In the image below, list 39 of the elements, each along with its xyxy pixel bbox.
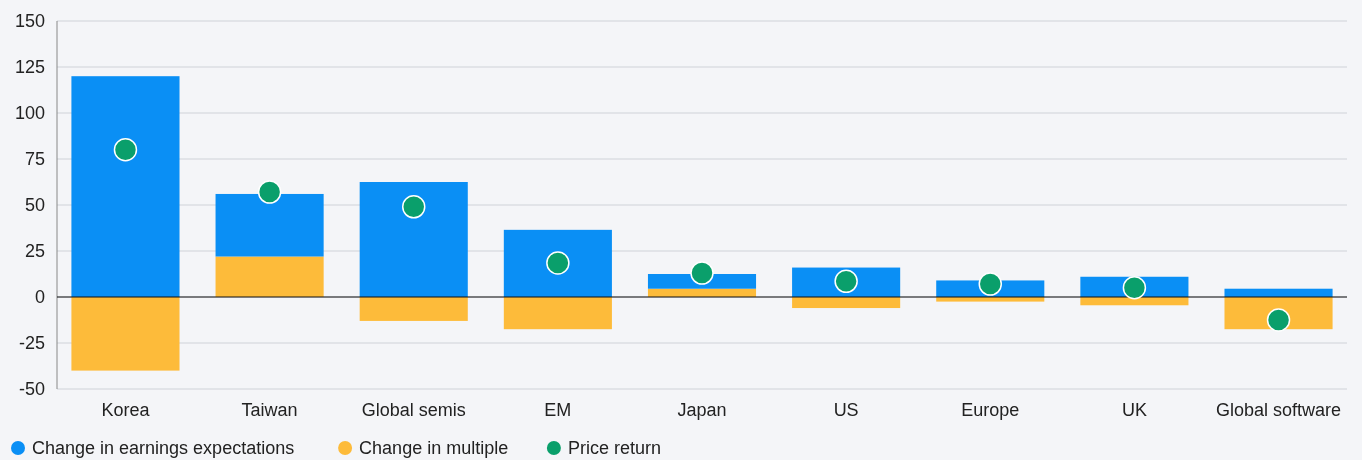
x-tick-label: Korea [101,400,151,420]
legend-label: Change in earnings expectations [32,438,295,458]
x-tick-label: Taiwan [241,400,298,420]
bar [359,297,468,321]
bar [215,193,324,257]
bar [503,229,612,297]
x-tick-label: Global semis [361,400,466,420]
point [834,269,858,294]
x-tick-label: Global software [1216,400,1342,420]
bar [71,76,180,297]
y-tick-label: 50 [24,195,45,216]
x-tick-label: EM [544,400,572,420]
x-tick-label: US [833,400,859,420]
bar [215,256,324,297]
point [978,272,1003,296]
point [546,251,570,275]
bar [71,297,180,371]
y-tick-label: 0 [34,287,45,308]
point [113,138,138,162]
bar [503,297,612,330]
legend-label: Price return [567,438,661,458]
y-tick-label: -25 [18,333,45,354]
x-tick-label: UK [1121,400,1147,420]
legend-label: Change in multiple [359,438,509,458]
point [401,195,426,219]
y-tick-label: 25 [24,241,45,262]
y-tick-label: 125 [14,57,45,78]
point [1122,276,1147,300]
y-tick-label: 75 [24,149,45,170]
x-tick-label: Japan [677,400,727,420]
bar [359,182,468,297]
point [257,180,282,204]
y-tick-label: -50 [18,379,45,400]
y-tick-label: 100 [14,103,45,124]
bar [792,297,901,309]
x-tick-label: Europe [961,400,1020,420]
point [1266,308,1291,332]
y-tick-label: 150 [14,11,45,32]
point [690,261,714,285]
